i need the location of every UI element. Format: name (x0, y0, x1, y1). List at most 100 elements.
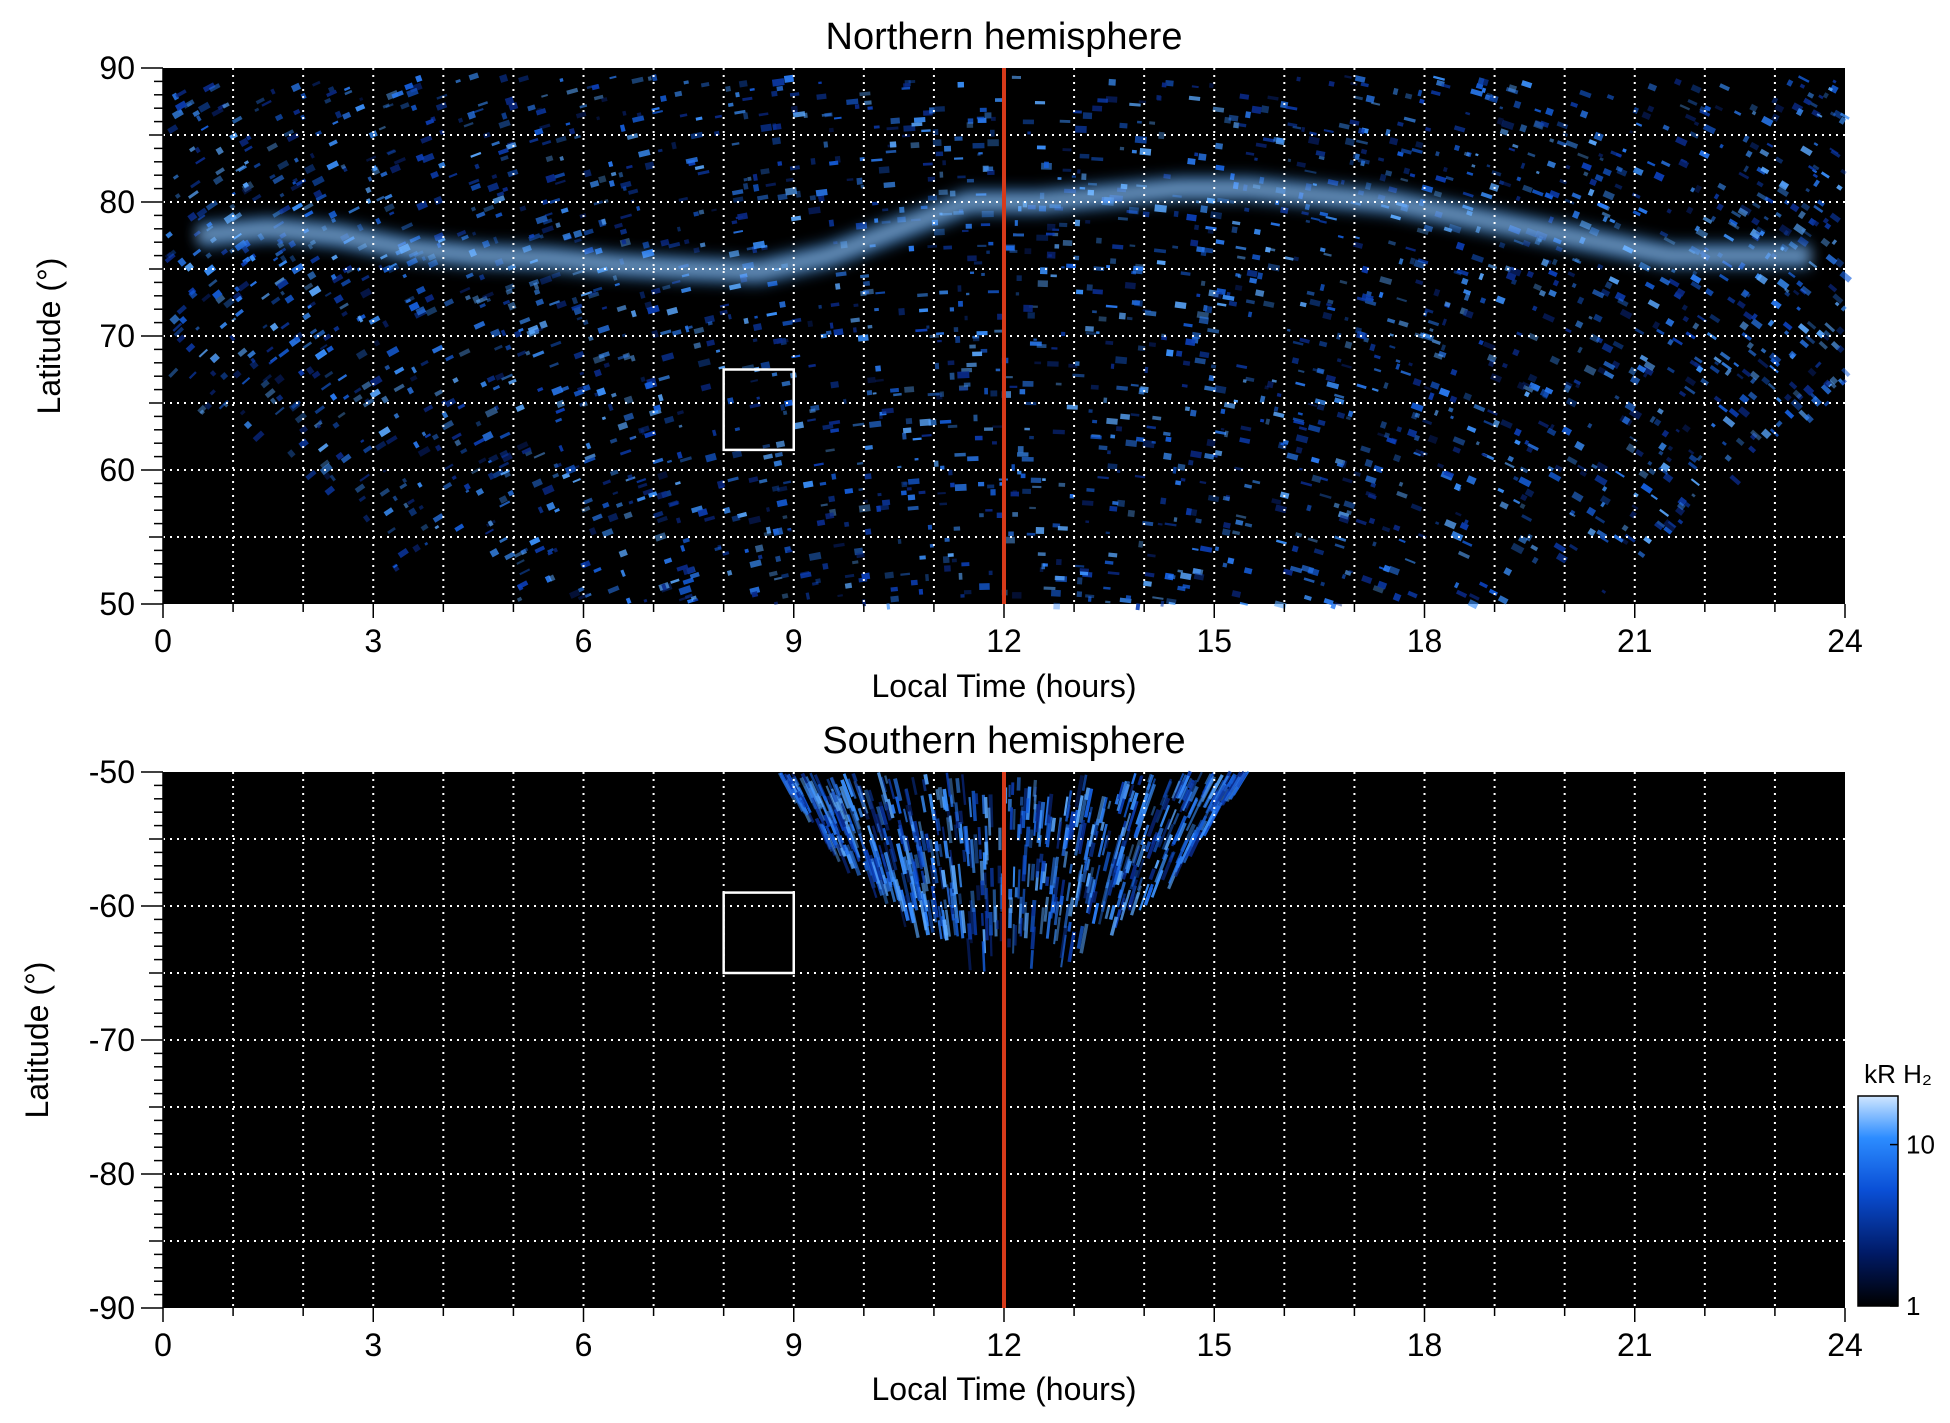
emission-patch (1396, 490, 1408, 499)
emission-streak (853, 780, 866, 809)
y-tick-label: -80 (89, 1156, 135, 1192)
emission-patch (1497, 487, 1505, 494)
emission-patch (277, 160, 290, 171)
emission-patch (830, 381, 840, 389)
emission-patch (1574, 440, 1585, 451)
emission-patch (355, 349, 368, 360)
emission-patch (1293, 419, 1305, 426)
emission-patch (1269, 247, 1276, 252)
emission-patch (985, 508, 993, 512)
emission-patch (979, 513, 984, 518)
emission-patch (1497, 595, 1509, 605)
emission-patch (577, 586, 585, 593)
emission-streak (1204, 773, 1212, 785)
emission-patch (748, 476, 759, 483)
emission-patch (927, 524, 933, 530)
emission-patch (1612, 340, 1624, 350)
emission-patch (1105, 600, 1111, 604)
emission-patch (1299, 337, 1310, 344)
emission-patch (1736, 300, 1746, 309)
emission-patch (223, 402, 229, 408)
emission-patch (1771, 96, 1779, 105)
emission-streak (951, 913, 957, 936)
emission-patch (1240, 425, 1252, 432)
emission-patch (1659, 508, 1670, 518)
emission-patch (1108, 552, 1118, 558)
emission-patch (1004, 536, 1015, 544)
emission-streak (1012, 866, 1016, 888)
emission-patch (264, 388, 276, 399)
emission-streak (1055, 916, 1061, 942)
emission-patch (981, 272, 985, 276)
emission-patch (502, 299, 511, 306)
emission-patch (1788, 350, 1797, 359)
emission-patch (1131, 300, 1141, 306)
emission-patch (274, 113, 284, 122)
emission-patch (984, 112, 992, 119)
emission-patch (276, 278, 289, 290)
emission-patch (1442, 166, 1448, 173)
emission-patch (559, 156, 565, 162)
emission-patch (1214, 430, 1227, 435)
emission-patch (1349, 119, 1360, 126)
emission-patch (195, 156, 206, 165)
emission-streak (928, 838, 936, 865)
emission-streak (944, 909, 951, 937)
emission-streak (1009, 807, 1013, 830)
emission-patch (1435, 151, 1440, 157)
emission-streak (978, 849, 982, 860)
emission-patch (1383, 432, 1391, 439)
emission-streak (817, 783, 827, 801)
emission-streak (1074, 775, 1085, 808)
emission-patch (961, 367, 973, 373)
emission-streak (998, 827, 1002, 851)
emission-patch (386, 346, 400, 358)
emission-patch (1524, 488, 1535, 498)
emission-patch (272, 256, 279, 262)
emission-patch (816, 519, 826, 527)
emission-streak (809, 772, 823, 797)
emission-patch (1602, 167, 1612, 177)
emission-patch (1182, 360, 1191, 366)
emission-patch (387, 526, 396, 535)
emission-patch (1428, 392, 1435, 401)
emission-patch (1692, 322, 1700, 330)
emission-streak (1030, 926, 1036, 950)
emission-patch (1531, 189, 1544, 197)
emission-patch (1805, 187, 1811, 193)
emission-patch (465, 272, 474, 279)
emission-patch (270, 397, 277, 405)
emission-patch (1613, 534, 1624, 543)
emission-streak (1168, 857, 1181, 884)
emission-patch (505, 344, 512, 351)
emission-streak (899, 835, 904, 845)
emission-patch (508, 102, 519, 111)
emission-streak (832, 822, 846, 851)
emission-patch (468, 178, 480, 186)
emission-streak (1191, 819, 1205, 842)
emission-patch (1215, 164, 1225, 171)
emission-patch (666, 459, 673, 464)
emission-patch (269, 173, 276, 180)
emission-streak (1154, 853, 1169, 884)
y-tick-label: -70 (89, 1022, 135, 1058)
emission-patch (554, 508, 560, 513)
emission-patch (1301, 564, 1315, 574)
emission-patch (638, 425, 650, 434)
emission-patch (722, 551, 730, 556)
emission-patch (1086, 284, 1093, 291)
emission-streak (1067, 931, 1076, 963)
emission-streak (953, 824, 959, 840)
emission-patch (872, 201, 879, 206)
emission-patch (958, 572, 963, 580)
emission-patch (187, 211, 198, 222)
emission-patch (425, 118, 435, 126)
emission-patch (719, 303, 730, 308)
emission-patch (310, 255, 321, 264)
emission-patch (897, 465, 902, 469)
emission-patch (844, 573, 855, 579)
emission-streak (1160, 856, 1173, 881)
emission-streak (1011, 782, 1015, 795)
emission-patch (1163, 431, 1171, 437)
emission-patch (638, 149, 651, 158)
